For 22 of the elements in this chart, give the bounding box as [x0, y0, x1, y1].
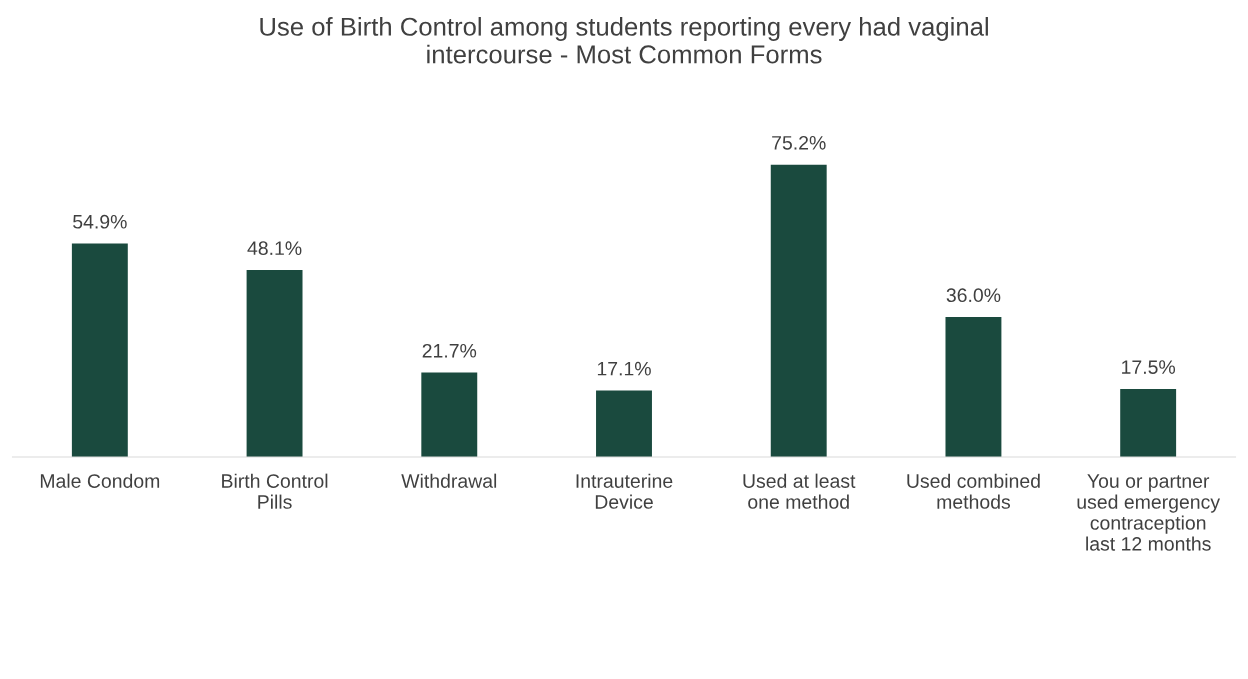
data-label: 54.9%	[73, 214, 127, 229]
x-tick-label: Intrauterine Device	[576, 473, 673, 509]
bar	[596, 390, 652, 457]
bar	[421, 372, 478, 457]
bar	[945, 317, 1002, 457]
x-tick-label: Used at least one method	[743, 473, 856, 509]
bar	[246, 270, 303, 457]
data-label: 21.7%	[422, 343, 477, 358]
data-label: 17.1%	[597, 361, 651, 376]
data-label: 36.0%	[946, 288, 1001, 303]
bar	[770, 164, 827, 457]
bar	[1120, 388, 1177, 457]
chart-title: Use of Birth Control among students reporting every had vaginal intercourse - Most Common Forms	[260, 16, 988, 64]
bar	[71, 243, 128, 457]
x-tick-label: Used combined methods	[907, 473, 1040, 509]
data-label: 48.1%	[247, 241, 302, 256]
x-tick-label: Withdrawal	[401, 473, 497, 488]
data-label: 75.2%	[772, 135, 826, 150]
x-tick-label: You or partner used emergency contraception last 12 months	[1077, 474, 1221, 551]
x-tick-label: Birth Control Pills	[222, 473, 328, 509]
x-tick-label: Male Condom	[40, 473, 160, 488]
data-label: 17.5%	[1122, 360, 1176, 374]
